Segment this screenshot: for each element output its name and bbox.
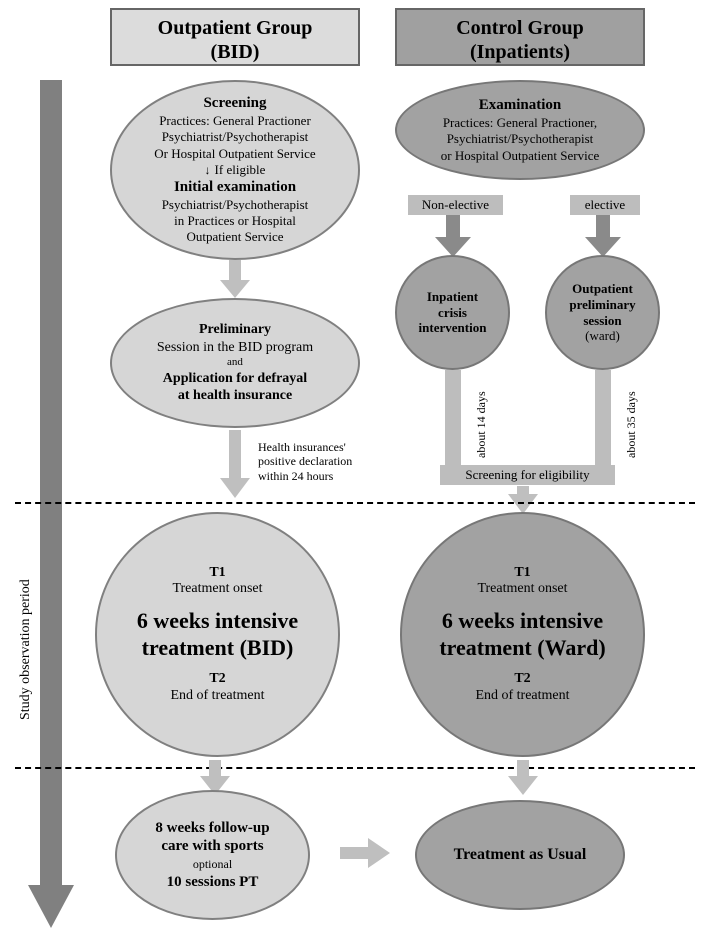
fup-l1: 8 weeks follow-up: [155, 819, 269, 837]
control-exam-b1: Practices: General Practioner,: [443, 115, 597, 131]
label-35days: about 35 days: [624, 391, 639, 458]
bid-prelim-l1: Preliminary: [199, 321, 271, 339]
bar-14days: [445, 370, 461, 470]
arrow-to-outpatient-session: [585, 215, 621, 257]
bid-t1t: Treatment onset: [172, 581, 262, 598]
bid-prelim-l2: Session in the BID program: [157, 339, 313, 357]
label-14days: about 14 days: [474, 391, 489, 458]
header-outpatient-l2: (BID): [116, 40, 354, 64]
control-exam-title: Examination: [479, 96, 562, 115]
control-exam-node: Examination Practices: General Practione…: [395, 80, 645, 180]
timeline-arrow: [28, 80, 74, 930]
bid-screening-title: Screening: [203, 94, 266, 113]
hi-note: Health insurances' positive declaration …: [258, 440, 352, 483]
bid-if-eligible: If eligible: [215, 162, 266, 178]
control-tau-node: Treatment as Usual: [415, 800, 625, 910]
ctrl-main-l1: 6 weeks intensive: [442, 608, 603, 634]
bar-35days: [595, 370, 611, 470]
arrow-ctrl-main-to-tau: [508, 760, 538, 795]
bid-initial-b2: in Practices or Hospital: [174, 213, 296, 229]
arrow-control-to-main: [508, 486, 538, 514]
bid-main-l2: treatment (BID): [142, 635, 294, 661]
arrow-to-crisis: [435, 215, 471, 257]
tau-text: Treatment as Usual: [454, 845, 587, 864]
header-control-l1: Control Group: [401, 16, 639, 40]
header-outpatient-l1: Outpatient Group: [116, 16, 354, 40]
bid-prelim-l3: Application for defrayal: [163, 370, 307, 388]
down-arrow-icon: ↓: [205, 163, 211, 178]
bid-screening-node: Screening Practices: General Practioner …: [110, 80, 360, 260]
dashed-line-bottom: [15, 767, 695, 769]
cprelim-l4: (ward): [585, 328, 620, 344]
cprelim-l3: session: [583, 313, 621, 329]
bid-initial-b3: Outpatient Service: [186, 229, 283, 245]
control-exam-b2: Psychiatrist/Psychotherapist: [447, 131, 594, 147]
control-crisis-node: Inpatient crisis intervention: [395, 255, 510, 370]
header-control-l2: (Inpatients): [401, 40, 639, 64]
bid-prelim-and: and: [227, 356, 243, 370]
control-main-node: T1 Treatment onset 6 weeks intensive tre…: [400, 512, 645, 757]
arrow-bid-screen-to-prelim: [220, 260, 250, 298]
bid-followup-node: 8 weeks follow-up care with sports optio…: [115, 790, 310, 920]
bid-main-node: T1 Treatment onset 6 weeks intensive tre…: [95, 512, 340, 757]
bid-screening-b3: Or Hospital Outpatient Service: [154, 146, 315, 162]
crisis-l2: crisis: [438, 305, 467, 321]
ctrl-t1: T1: [514, 565, 530, 582]
fup-l2: care with sports: [161, 837, 263, 855]
bid-prelim-node: Preliminary Session in the BID program a…: [110, 298, 360, 428]
hi-n1: Health insurances': [258, 440, 352, 454]
tag-screening-eligibility: Screening for eligibility: [440, 465, 615, 485]
bid-t1: T1: [209, 565, 225, 582]
bid-initial-b1: Psychiatrist/Psychotherapist: [162, 197, 309, 213]
bid-main-l1: 6 weeks intensive: [137, 608, 298, 634]
cprelim-l1: Outpatient: [572, 281, 633, 297]
tag-non-elective: Non-elective: [408, 195, 503, 215]
cprelim-l2: preliminary: [569, 297, 635, 313]
bid-screening-b1: Practices: General Practioner: [159, 113, 311, 129]
hi-n2: positive declaration: [258, 454, 352, 468]
crisis-l1: Inpatient: [427, 289, 478, 305]
fup-l3: 10 sessions PT: [167, 873, 259, 891]
arrow-bid-prelim-down: [220, 430, 250, 498]
label-study-period: Study observation period: [18, 579, 34, 720]
bid-screening-b2: Psychiatrist/Psychotherapist: [162, 129, 309, 145]
bid-t2t: End of treatment: [170, 688, 264, 705]
crisis-l3: intervention: [419, 320, 487, 336]
tag-elective: elective: [570, 195, 640, 215]
fup-opt: optional: [193, 857, 232, 871]
header-outpatient: Outpatient Group (BID): [110, 8, 360, 66]
dashed-line-top: [15, 502, 695, 504]
bid-prelim-l4: at health insurance: [178, 387, 292, 405]
control-exam-b3: or Hospital Outpatient Service: [441, 148, 600, 164]
ctrl-t2: T2: [514, 671, 530, 688]
bid-t2: T2: [209, 671, 225, 688]
control-prelim-node: Outpatient preliminary session (ward): [545, 255, 660, 370]
ctrl-main-l2: treatment (Ward): [439, 635, 605, 661]
header-control: Control Group (Inpatients): [395, 8, 645, 66]
ctrl-t2t: End of treatment: [475, 688, 569, 705]
arrow-followup-to-tau: [340, 838, 390, 868]
bid-initial-title: Initial examination: [174, 178, 296, 197]
hi-n3: within 24 hours: [258, 469, 352, 483]
ctrl-t1t: Treatment onset: [477, 581, 567, 598]
